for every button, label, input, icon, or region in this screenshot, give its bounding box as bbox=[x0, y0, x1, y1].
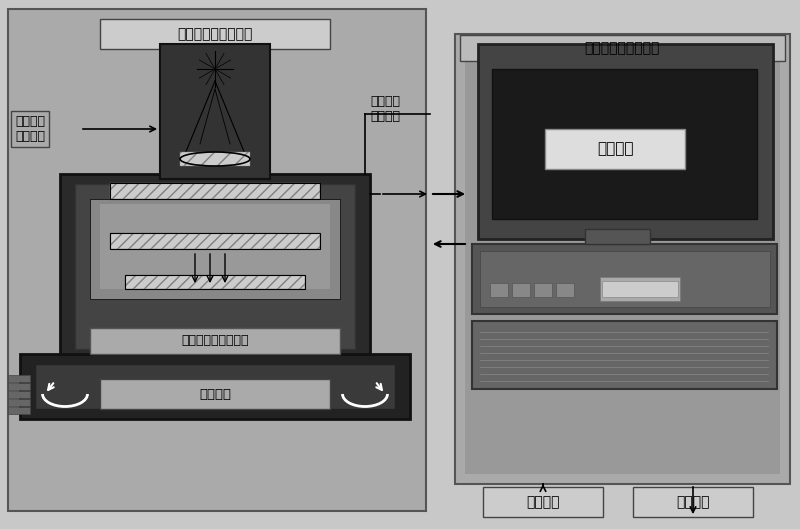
Bar bbox=[20, 354, 410, 419]
Bar bbox=[160, 44, 270, 179]
Bar bbox=[534, 283, 552, 297]
Bar bbox=[8, 407, 30, 414]
Bar bbox=[35, 364, 395, 409]
Bar bbox=[100, 204, 330, 289]
Bar bbox=[460, 35, 785, 61]
Bar bbox=[602, 281, 678, 297]
Bar bbox=[480, 251, 770, 307]
Text: 控制微机: 控制微机 bbox=[597, 141, 634, 157]
Text: 同步控制与信息处理: 同步控制与信息处理 bbox=[584, 41, 660, 55]
Text: 信息输出: 信息输出 bbox=[676, 495, 710, 509]
Bar bbox=[472, 244, 777, 314]
Bar bbox=[125, 275, 305, 289]
Text: 光学自准式测量工具: 光学自准式测量工具 bbox=[178, 27, 253, 41]
Bar bbox=[100, 379, 330, 409]
Bar bbox=[8, 383, 30, 390]
Bar bbox=[8, 399, 30, 406]
Bar bbox=[110, 183, 320, 199]
Bar bbox=[455, 34, 790, 484]
Bar bbox=[90, 199, 340, 299]
Bar bbox=[465, 44, 780, 474]
Bar bbox=[8, 391, 30, 398]
Text: 被检物体: 被检物体 bbox=[199, 388, 231, 400]
Bar bbox=[483, 487, 603, 517]
Bar bbox=[492, 69, 757, 219]
Bar bbox=[60, 174, 370, 359]
Bar bbox=[545, 129, 685, 169]
Bar bbox=[125, 275, 305, 289]
Text: 图像采集
传输控制: 图像采集 传输控制 bbox=[370, 95, 400, 123]
Bar bbox=[585, 229, 650, 244]
Bar bbox=[90, 328, 340, 354]
Bar bbox=[110, 233, 320, 249]
Bar bbox=[100, 19, 330, 49]
Text: 液浮反射式镜面基准: 液浮反射式镜面基准 bbox=[182, 334, 249, 348]
Bar bbox=[180, 152, 250, 166]
Bar bbox=[472, 321, 777, 389]
Bar bbox=[110, 233, 320, 249]
Text: 光电探测
接收器件: 光电探测 接收器件 bbox=[15, 115, 45, 143]
Bar bbox=[633, 487, 753, 517]
Bar bbox=[556, 283, 574, 297]
Text: 时间同步: 时间同步 bbox=[526, 495, 560, 509]
Bar bbox=[75, 184, 355, 349]
Bar bbox=[600, 277, 680, 301]
Bar bbox=[8, 375, 30, 382]
Bar bbox=[110, 183, 320, 199]
Bar bbox=[8, 9, 426, 511]
Bar bbox=[478, 44, 773, 239]
Bar bbox=[512, 283, 530, 297]
Bar bbox=[490, 283, 508, 297]
